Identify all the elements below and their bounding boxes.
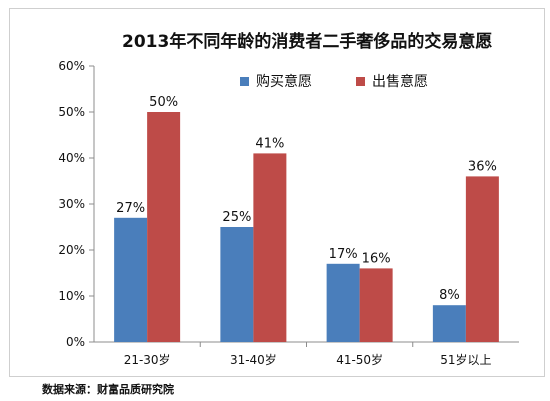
data-label: 50% bbox=[149, 95, 178, 110]
data-label: 25% bbox=[222, 210, 251, 225]
legend-swatch bbox=[356, 77, 365, 86]
legend-label: 购买意愿 bbox=[256, 73, 312, 90]
bar bbox=[220, 227, 254, 342]
y-tick-label: 50% bbox=[58, 105, 85, 119]
legend-swatch bbox=[240, 77, 249, 86]
y-tick-label: 30% bbox=[58, 197, 85, 211]
bar bbox=[114, 217, 148, 342]
bar bbox=[147, 112, 181, 342]
bar bbox=[253, 153, 287, 342]
data-label: 41% bbox=[255, 136, 284, 151]
legend-label: 出售意愿 bbox=[372, 73, 428, 90]
data-label: 27% bbox=[116, 201, 145, 216]
x-category-label: 31-40岁 bbox=[230, 352, 277, 367]
bar bbox=[432, 305, 466, 342]
x-category-label: 21-30岁 bbox=[124, 352, 171, 367]
chart-title: 2013年不同年龄的消费者二手奢侈品的交易意愿 bbox=[122, 32, 493, 52]
x-category-label: 41-50岁 bbox=[336, 352, 383, 367]
y-tick-label: 0% bbox=[66, 335, 85, 349]
data-label: 8% bbox=[439, 288, 460, 303]
chart-frame bbox=[9, 8, 545, 377]
data-label: 16% bbox=[362, 251, 391, 266]
data-label: 17% bbox=[329, 247, 358, 262]
y-tick-label: 40% bbox=[58, 151, 85, 165]
source-note: 数据来源：财富品质研究院 bbox=[42, 383, 174, 396]
y-tick-label: 60% bbox=[58, 59, 85, 73]
bar bbox=[359, 268, 393, 342]
bar bbox=[326, 263, 360, 342]
x-category-label: 51岁以上 bbox=[440, 352, 491, 367]
y-tick-label: 10% bbox=[58, 289, 85, 303]
y-tick-label: 20% bbox=[58, 243, 85, 257]
bar bbox=[465, 176, 499, 342]
data-label: 36% bbox=[468, 159, 497, 174]
